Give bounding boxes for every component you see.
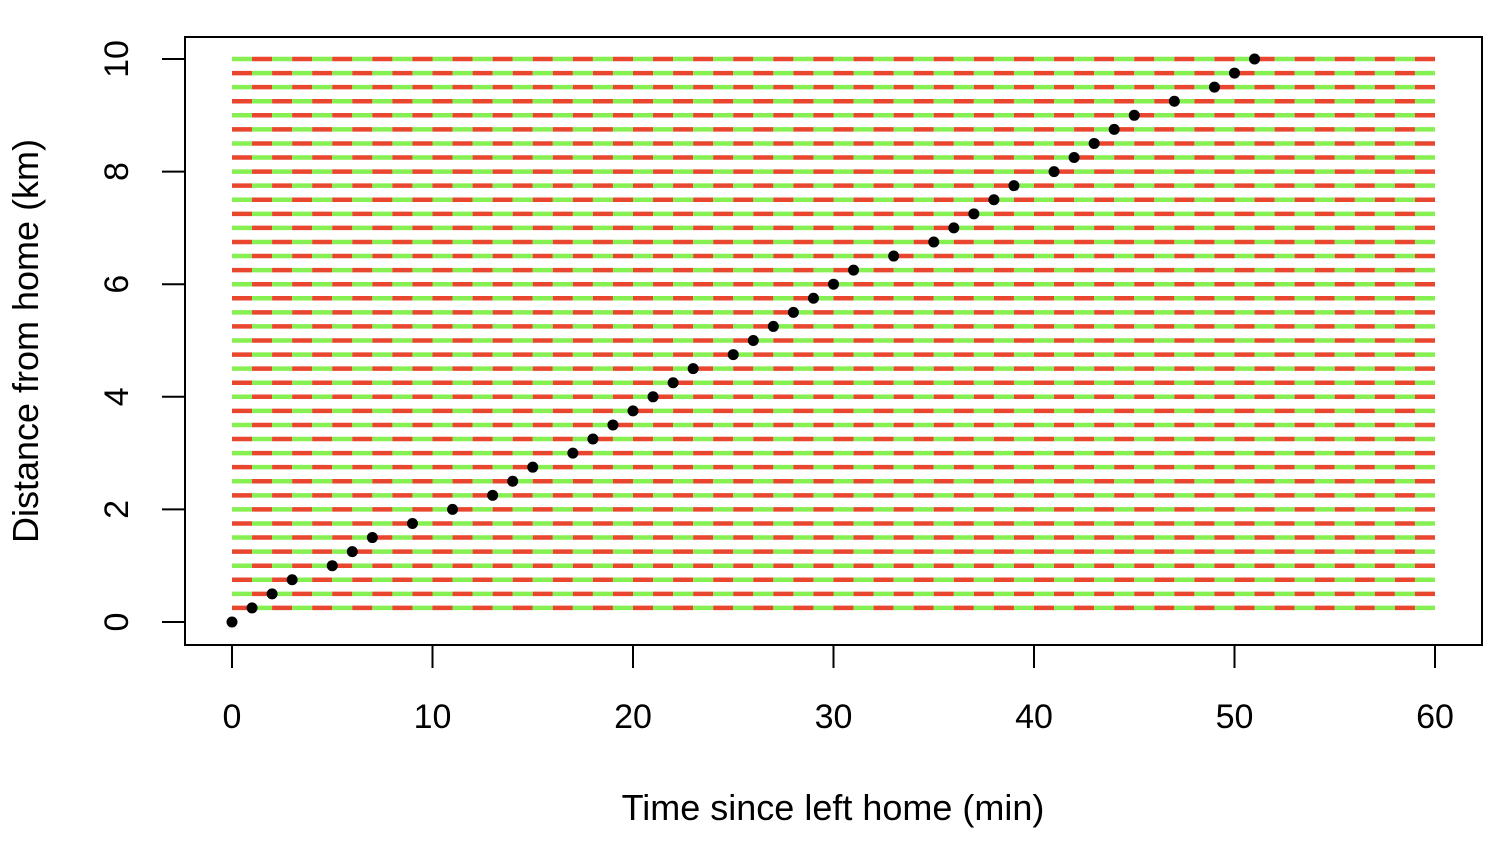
data-point: [687, 363, 699, 375]
data-point: [647, 391, 659, 403]
data-point: [507, 475, 519, 487]
x-axis-label: Time since left home (min): [622, 787, 1045, 828]
x-tick-label: 20: [614, 698, 652, 736]
data-point: [888, 250, 900, 262]
data-point: [346, 546, 358, 558]
y-tick-label: 6: [98, 275, 136, 294]
data-point: [406, 517, 418, 529]
data-point: [587, 433, 599, 445]
x-tick-label: 30: [815, 698, 853, 736]
data-point: [948, 222, 960, 234]
y-tick-label: 10: [98, 40, 136, 78]
x-tick-label: 60: [1416, 698, 1454, 736]
data-point: [787, 306, 799, 318]
data-point: [928, 236, 940, 248]
data-point: [1108, 123, 1120, 135]
data-point: [447, 503, 459, 515]
y-tick-label: 8: [98, 162, 136, 181]
x-tick-label: 0: [223, 698, 242, 736]
data-point: [1048, 166, 1060, 178]
x-tick-label: 40: [1015, 698, 1053, 736]
data-point: [326, 560, 338, 572]
data-point: [527, 461, 539, 473]
data-point: [1068, 152, 1080, 164]
data-point: [1128, 109, 1140, 121]
data-point: [828, 278, 839, 290]
data-point: [366, 532, 378, 544]
data-point: [727, 349, 739, 361]
data-point: [286, 574, 298, 586]
data-point: [1168, 95, 1180, 107]
data-point: [567, 447, 579, 459]
y-axis: 0 2 4 6 8 10: [98, 40, 186, 632]
data-point: [627, 405, 639, 417]
data-point: [1208, 81, 1220, 93]
data-point: [1229, 67, 1240, 79]
data-point: [807, 292, 819, 304]
data-point: [246, 602, 258, 614]
data-point: [226, 616, 238, 628]
data-point: [988, 194, 1000, 206]
data-point: [667, 377, 679, 389]
data-point: [487, 489, 499, 501]
y-tick-label: 2: [98, 500, 136, 519]
data-point: [848, 264, 860, 276]
data-point: [747, 335, 759, 346]
x-tick-label: 50: [1216, 698, 1254, 736]
data-point: [968, 208, 980, 220]
data-point: [266, 588, 278, 600]
y-tick-label: 0: [98, 613, 136, 632]
y-axis-label: Distance from home (km): [5, 139, 46, 543]
data-point: [767, 320, 779, 332]
y-tick-label: 4: [98, 387, 136, 406]
data-point: [607, 419, 619, 431]
data-points: [226, 53, 1261, 628]
x-axis: 0 10 20 30 40 50 60: [223, 644, 1454, 736]
data-point: [1008, 180, 1020, 192]
x-tick-label: 10: [414, 698, 452, 736]
background-pattern: [232, 56, 1435, 611]
data-point: [1088, 137, 1100, 149]
data-point: [1249, 53, 1261, 65]
